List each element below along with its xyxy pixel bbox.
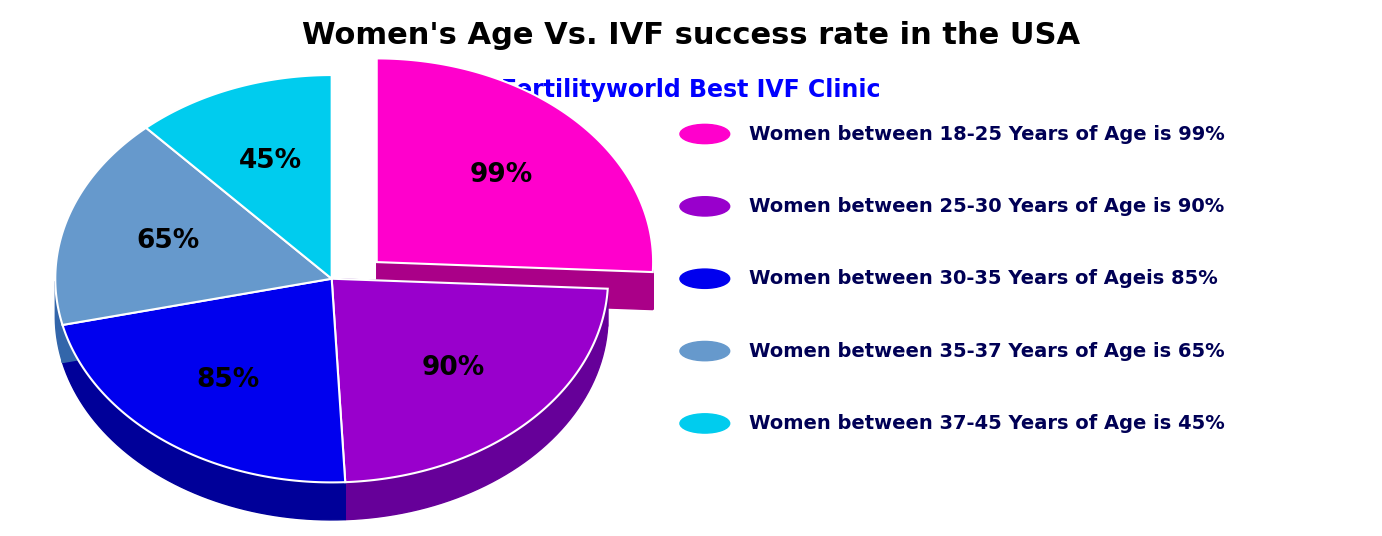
- Polygon shape: [377, 262, 652, 310]
- Text: Women between 30-35 Years of Ageis 85%: Women between 30-35 Years of Ageis 85%: [749, 269, 1218, 288]
- Polygon shape: [377, 58, 654, 272]
- Circle shape: [680, 414, 730, 433]
- Polygon shape: [55, 281, 62, 362]
- Text: 45%: 45%: [239, 148, 301, 174]
- Circle shape: [680, 269, 730, 288]
- Circle shape: [680, 124, 730, 144]
- Polygon shape: [62, 279, 332, 362]
- Polygon shape: [55, 128, 332, 325]
- Text: Women's Age Vs. IVF success rate in the USA: Women's Age Vs. IVF success rate in the …: [301, 21, 1081, 50]
- Text: Women between 18-25 Years of Age is 99%: Women between 18-25 Years of Age is 99%: [749, 124, 1224, 144]
- Text: 90%: 90%: [422, 355, 485, 381]
- Polygon shape: [62, 279, 346, 482]
- Polygon shape: [62, 279, 332, 362]
- Text: Fertilityworld Best IVF Clinic: Fertilityworld Best IVF Clinic: [502, 78, 880, 102]
- Polygon shape: [62, 325, 346, 520]
- Circle shape: [680, 197, 730, 216]
- Polygon shape: [332, 279, 608, 482]
- Text: 99%: 99%: [470, 162, 532, 188]
- Polygon shape: [146, 75, 332, 279]
- Circle shape: [680, 341, 730, 361]
- Text: 65%: 65%: [137, 228, 200, 254]
- Text: Women between 35-37 Years of Age is 65%: Women between 35-37 Years of Age is 65%: [749, 341, 1224, 361]
- Text: 85%: 85%: [196, 367, 260, 392]
- Polygon shape: [346, 289, 608, 520]
- Text: Women between 37-45 Years of Age is 45%: Women between 37-45 Years of Age is 45%: [749, 414, 1224, 433]
- Text: Women between 25-30 Years of Age is 90%: Women between 25-30 Years of Age is 90%: [749, 197, 1224, 216]
- Polygon shape: [332, 279, 346, 520]
- Polygon shape: [332, 279, 346, 520]
- Polygon shape: [332, 279, 608, 326]
